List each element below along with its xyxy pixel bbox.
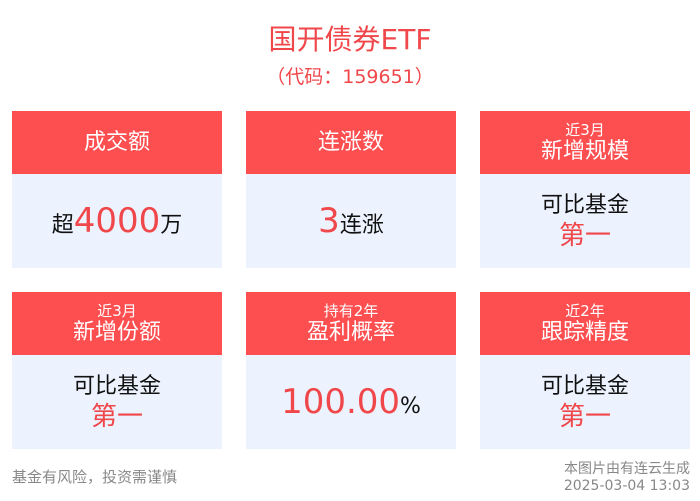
card-subheader: 近2年: [565, 301, 605, 320]
card-profit: 持有2年 盈利概率 100.00%: [246, 292, 456, 449]
prefix: 超: [51, 213, 74, 238]
value: 4000: [73, 201, 161, 241]
card-subheader: 持有2年: [323, 301, 379, 320]
line1: 可比基金: [540, 374, 629, 399]
fund-code: （代码：159651）: [266, 66, 434, 88]
value: 100.00: [281, 382, 401, 422]
rank: 第一: [558, 402, 611, 432]
source-text: 本图片由有连云生成: [564, 461, 690, 477]
card-header: 跟踪精度: [540, 319, 629, 345]
card-subheader: 近3月: [565, 120, 605, 139]
card-streak: 连涨数 3连涨: [246, 111, 456, 268]
timestamp: 2025-03-04 13:03: [563, 478, 690, 494]
card-turnover: 成交额 超4000万: [12, 111, 222, 268]
footer-source: 本图片由有连云生成 2025-03-04 13:03: [564, 461, 690, 495]
card-tracking: 近2年 跟踪精度 可比基金第一: [480, 292, 690, 449]
card-subheader: 近3月: [97, 301, 137, 320]
suffix: 连涨: [339, 213, 384, 238]
rank: 第一: [90, 402, 143, 432]
line1: 可比基金: [72, 374, 161, 399]
card-header: 盈利概率: [306, 319, 395, 345]
card-header: 新增规模: [540, 138, 629, 164]
value: 3: [318, 201, 340, 241]
card-header: 新增份额: [72, 319, 161, 345]
disclaimer: 基金有风险，投资需谨慎: [12, 468, 178, 486]
card-scale: 近3月 新增规模 可比基金第一: [480, 111, 690, 268]
card-header: 连涨数: [317, 129, 384, 155]
line1: 可比基金: [540, 193, 629, 218]
card-shares: 近3月 新增份额 可比基金第一: [12, 292, 222, 449]
card-header: 成交额: [83, 129, 150, 155]
page-title: 国开债券ETF: [268, 23, 432, 56]
rank: 第一: [558, 221, 611, 251]
suffix: 万: [160, 213, 183, 238]
suffix: %: [400, 394, 421, 419]
